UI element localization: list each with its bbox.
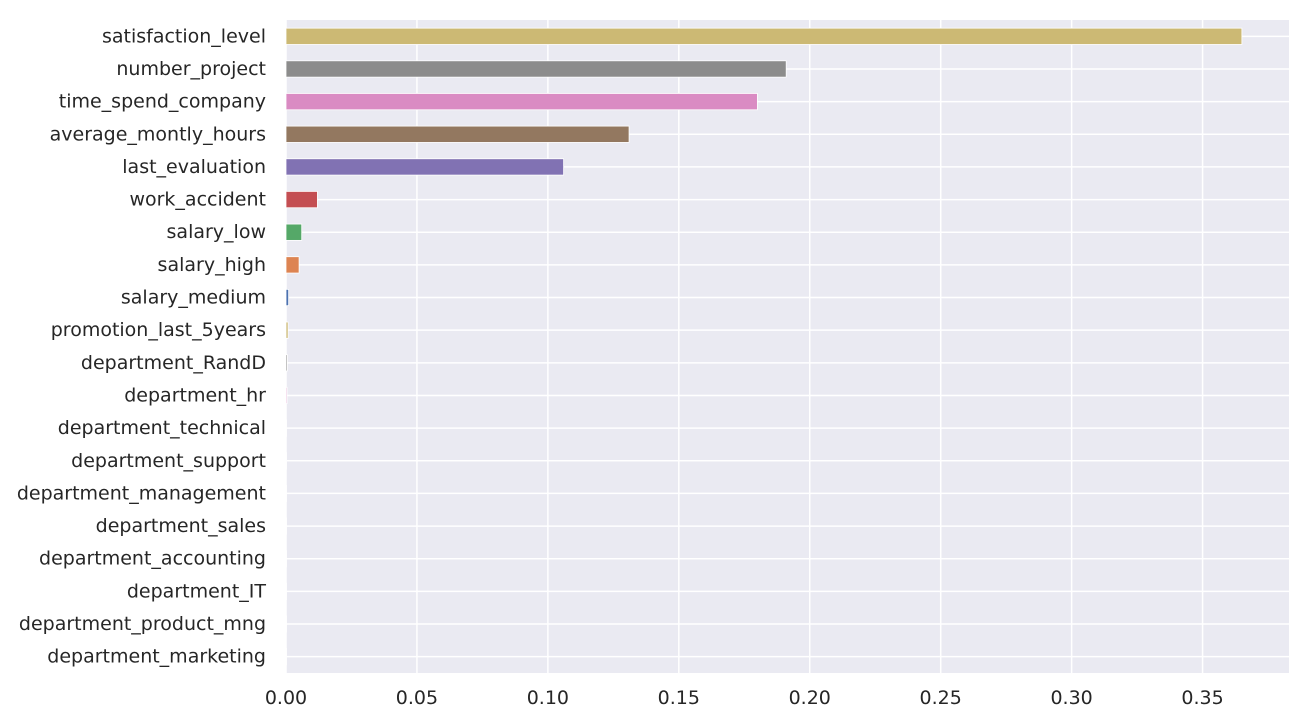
- bar-work_accident: [285, 191, 318, 209]
- x-tick-labels: 0.00 0.05 0.10 0.15 0.20 0.25 0.30 0.35: [265, 687, 1224, 709]
- x-tick-label: 0.20: [789, 687, 831, 709]
- bar-department_product_mng: [285, 615, 287, 633]
- x-tick-label: 0.25: [920, 687, 962, 709]
- y-tick-label: department_sales: [96, 515, 266, 537]
- y-tick-label: department_technical: [58, 417, 266, 439]
- x-tick-label: 0.30: [1050, 687, 1092, 709]
- bar-department_marketing: [285, 648, 287, 666]
- bar-average_montly_hours: [285, 125, 630, 143]
- x-tick-label: 0.00: [265, 687, 307, 709]
- bar-satisfaction_level: [285, 27, 1243, 45]
- bars: [285, 27, 1243, 666]
- bar-number_project: [285, 60, 787, 78]
- y-tick-label: department_accounting: [39, 548, 266, 570]
- y-tick-labels: satisfaction_level number_project time_spe…: [17, 25, 267, 667]
- bar-salary_medium: [285, 288, 290, 307]
- bar-salary_high: [285, 256, 300, 274]
- bar-last_evaluation: [285, 158, 564, 176]
- bar-time_spend_company: [285, 93, 758, 111]
- y-tick-label: department_IT: [127, 580, 267, 602]
- y-tick-label: last_evaluation: [122, 156, 266, 178]
- bar-department_RandD: [285, 354, 288, 372]
- y-tick-label: promotion_last_5years: [51, 319, 266, 341]
- y-tick-label: department_RandD: [81, 352, 266, 374]
- y-tick-label: department_management: [17, 482, 266, 504]
- bar-salary_low: [285, 223, 303, 241]
- bar-department_technical: [285, 419, 287, 437]
- y-tick-label: salary_low: [167, 221, 266, 243]
- x-tick-label: 0.35: [1181, 687, 1223, 709]
- y-tick-label: department_support: [71, 450, 266, 472]
- bar-department_hr: [285, 386, 288, 405]
- x-tick-label: 0.10: [527, 687, 569, 709]
- y-tick-label: department_product_mng: [19, 613, 266, 635]
- y-tick-label: number_project: [116, 58, 266, 80]
- bar-promotion_last_5years: [285, 321, 289, 339]
- bar-department_management: [285, 484, 287, 502]
- y-tick-label: department_marketing: [47, 646, 266, 668]
- bar-department_support: [285, 452, 287, 470]
- bar-department_accounting: [285, 550, 287, 568]
- x-tick-label: 0.05: [396, 687, 438, 709]
- y-tick-label: satisfaction_level: [102, 25, 266, 47]
- bar-department_IT: [285, 582, 287, 600]
- y-tick-label: average_montly_hours: [50, 123, 266, 145]
- plot-area: [286, 20, 1289, 673]
- y-tick-label: department_hr: [124, 384, 266, 406]
- x-tick-label: 0.15: [658, 687, 700, 709]
- bar-department_sales: [285, 517, 287, 535]
- y-tick-label: time_spend_company: [59, 91, 266, 113]
- y-tick-label: salary_high: [158, 254, 266, 276]
- y-tick-label: work_accident: [129, 189, 266, 211]
- y-tick-label: salary_medium: [121, 287, 266, 309]
